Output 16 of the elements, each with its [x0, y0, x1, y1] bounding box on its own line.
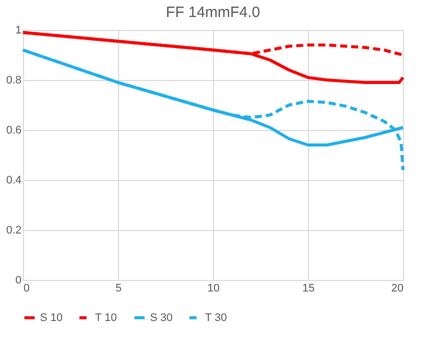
y-tick-label: 0.6 [6, 124, 22, 136]
y-tick-label: 0.2 [6, 224, 22, 236]
legend-label: T 10 [95, 312, 117, 324]
x-tick-label: 15 [302, 282, 315, 294]
legend-label: T 30 [205, 312, 227, 324]
x-tick-label: 0 [24, 282, 30, 294]
y-tick-label: 0.4 [6, 174, 22, 186]
y-tick-label: 0 [15, 274, 22, 286]
y-tick-label: 1 [15, 24, 22, 36]
legend-label: S 30 [150, 312, 173, 324]
chart-title: FF 14mmF4.0 [166, 4, 260, 21]
y-tick-label: 0.8 [6, 74, 22, 86]
x-tick-label: 10 [207, 282, 220, 294]
x-tick-label: 20 [391, 282, 404, 294]
legend-label: S 10 [40, 312, 63, 324]
x-tick-label: 5 [115, 282, 122, 294]
